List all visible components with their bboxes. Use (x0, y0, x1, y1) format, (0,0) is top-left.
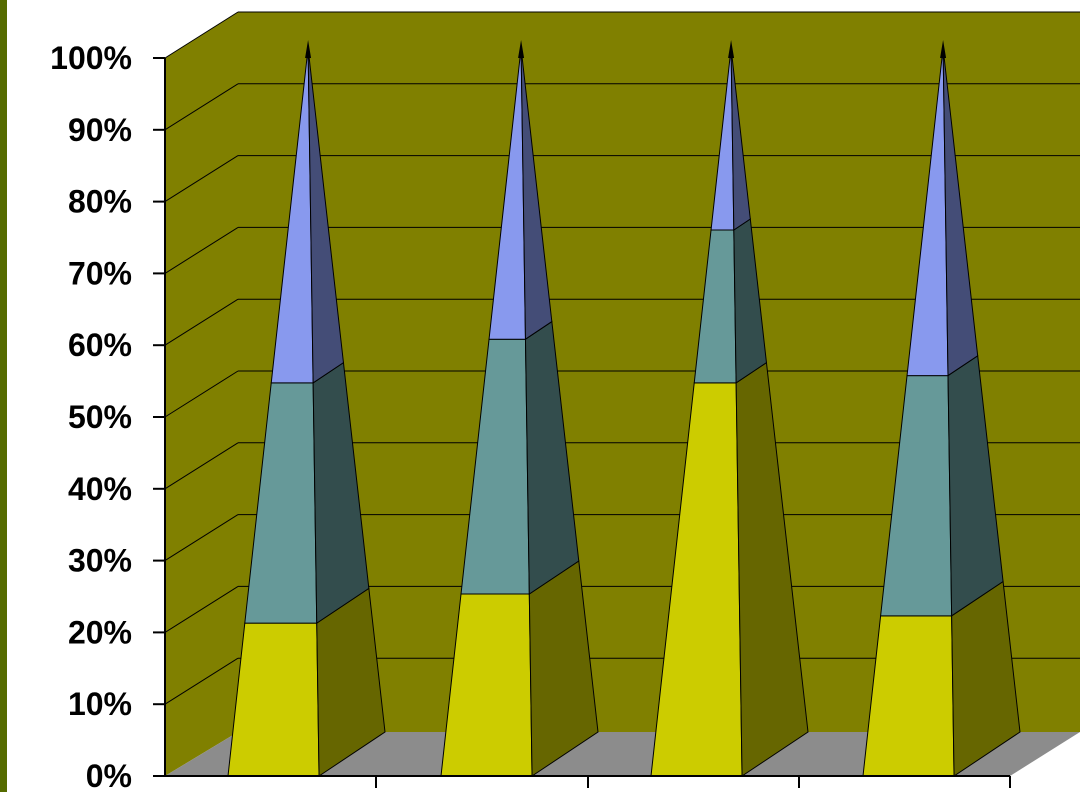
pyramid-4 (862, 40, 1021, 777)
back-wall (238, 12, 1080, 732)
side-grid-line (164, 298, 239, 346)
y-tick-label: 100% (50, 40, 132, 76)
y-tick-label: 70% (68, 255, 132, 291)
y-tick-label: 80% (68, 184, 132, 220)
side-grid-line (164, 226, 239, 274)
left-frame-strip (0, 0, 7, 792)
pyramid-segment-side (942, 47, 979, 377)
side-grid-line (164, 155, 239, 203)
y-tick-label: 90% (68, 112, 132, 148)
pyramid-segment-side (730, 47, 751, 231)
pyramid-apex (305, 40, 312, 58)
side-grid-line (164, 585, 239, 633)
side-grid-line (164, 514, 239, 562)
floor (165, 732, 1080, 776)
pyramid-apex (940, 40, 947, 58)
y-tick-label: 0% (86, 758, 132, 792)
y-tick-label: 40% (68, 471, 132, 507)
side-grid-line (164, 83, 239, 131)
pyramid-segment-side (307, 47, 344, 384)
y-tick-label: 30% (68, 543, 132, 579)
pyramid-apex (728, 40, 735, 58)
y-tick-label: 20% (68, 614, 132, 650)
pyramid-2 (440, 40, 599, 777)
side-grid-line (164, 370, 239, 418)
y-tick-label: 10% (68, 686, 132, 722)
pyramid-apex (518, 40, 525, 58)
y-tick-label: 60% (68, 327, 132, 363)
y-tick-label: 50% (68, 399, 132, 435)
side-grid-line (164, 442, 239, 490)
side-grid-line (164, 11, 239, 59)
pyramid-1 (227, 40, 386, 777)
side-grid-line (164, 657, 239, 705)
pyramid-3 (650, 40, 809, 777)
pyramid-segment-side (520, 47, 553, 341)
